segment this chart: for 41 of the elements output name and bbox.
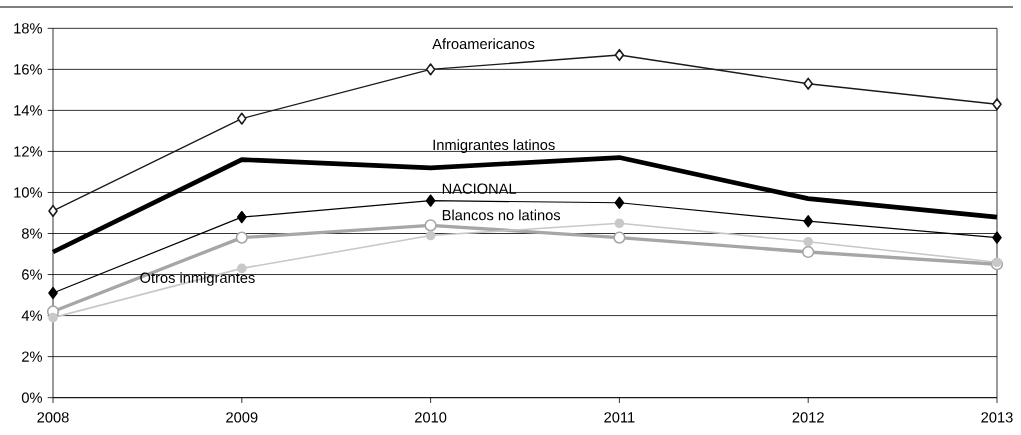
point <box>614 218 625 229</box>
y-tick-label: 0% <box>21 392 42 403</box>
point <box>803 77 813 90</box>
y-tick-label: 14% <box>14 105 42 116</box>
y-tick-label: 18% <box>14 23 42 34</box>
point <box>237 210 247 224</box>
point <box>803 215 813 228</box>
point <box>235 231 248 244</box>
point <box>237 112 247 125</box>
point <box>803 236 813 247</box>
point <box>614 196 625 209</box>
series-label: Otros inmigrantes <box>140 272 255 286</box>
x-tick-label: 2013 <box>981 412 1013 423</box>
point <box>613 231 626 244</box>
x-tick-label: 2012 <box>792 412 824 423</box>
y-tick-label: 8% <box>21 228 42 239</box>
point <box>425 194 436 207</box>
x-tick-label: 2011 <box>604 412 635 423</box>
y-tick-label: 16% <box>14 64 42 75</box>
point <box>425 63 436 76</box>
series-label: NACIONAL <box>442 183 517 194</box>
point <box>992 231 1002 244</box>
y-tick-label: 6% <box>22 269 42 280</box>
point <box>802 245 815 259</box>
series-label: Inmigrantes latinos <box>433 139 555 153</box>
x-tick-label: 2008 <box>37 412 69 423</box>
point <box>48 286 58 300</box>
y-tick-label: 4% <box>21 310 42 321</box>
y-tick-label: 12% <box>14 146 42 157</box>
point <box>992 98 1002 111</box>
x-tick-label: 2009 <box>226 412 258 423</box>
y-tick-label: 10% <box>14 187 42 198</box>
x-tick-label: 2010 <box>415 412 447 423</box>
point <box>614 48 625 62</box>
point <box>425 230 436 241</box>
point <box>48 204 58 218</box>
point <box>48 312 58 323</box>
series-label: Afroamericanos <box>432 38 535 50</box>
y-tick-label: 2% <box>22 351 42 362</box>
series-label: Blancos no latinos <box>442 209 561 221</box>
point <box>424 219 437 232</box>
